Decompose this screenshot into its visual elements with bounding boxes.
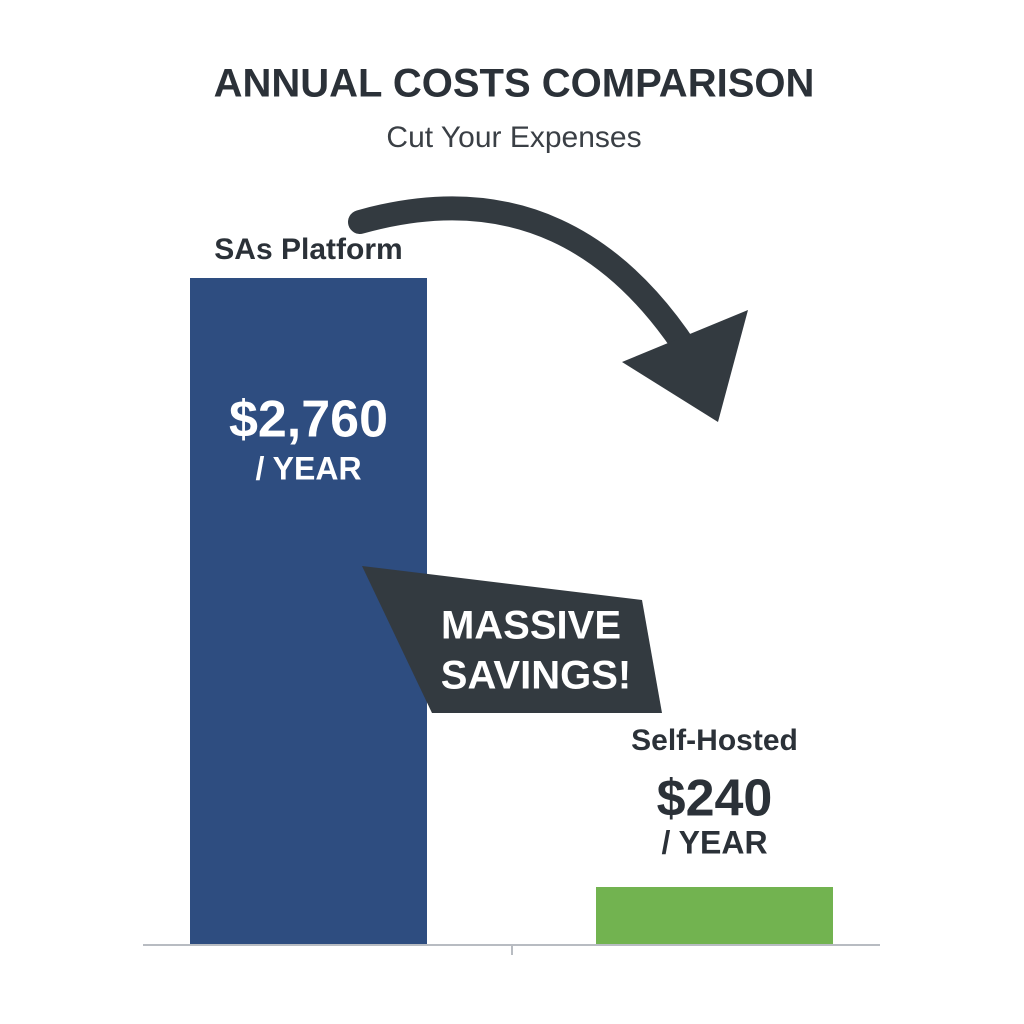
category-label: Self-Hosted: [631, 724, 798, 757]
callout: [362, 566, 662, 713]
value-suffix: / YEAR: [661, 824, 767, 860]
category-label: SAs Platform: [214, 233, 402, 266]
callout-text: SAVINGS!: [441, 654, 631, 698]
callout-text: MASSIVE: [441, 604, 621, 648]
value-label: $2,760: [229, 391, 388, 449]
bar: [596, 887, 833, 945]
arrow: [348, 196, 717, 392]
arrow-head: [622, 310, 748, 422]
chart-subtitle: Cut Your Expenses: [386, 121, 641, 154]
value-label: $240: [657, 770, 773, 828]
value-suffix: / YEAR: [255, 450, 361, 486]
chart-title: ANNUAL COSTS COMPARISON: [214, 62, 815, 106]
